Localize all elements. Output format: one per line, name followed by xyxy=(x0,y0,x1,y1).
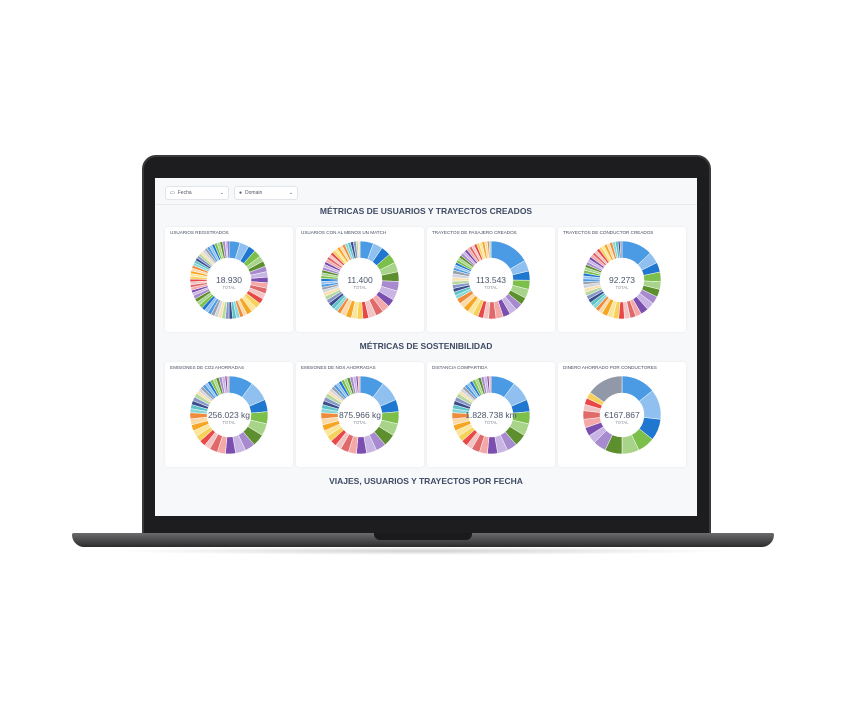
section-title-sostenibilidad: MÉTRICAS DE SOSTENIBILIDAD xyxy=(359,341,493,351)
total-label: TOTAL xyxy=(484,420,498,425)
donut-chart xyxy=(451,240,531,320)
metric-card: EMISIONES DE CO2 AHORRADAS 256.023 kg TO… xyxy=(165,362,293,467)
metric-card: DINERO AHORRADO POR CONDUCTORES €167.867… xyxy=(558,362,686,467)
card-title: DISTANCIA COMPARTIDA xyxy=(432,365,488,370)
donut-slice[interactable] xyxy=(357,240,361,259)
metric-card: USUARIOS CON AL MENOS UN MATCH 11.400 TO… xyxy=(296,227,424,332)
metric-card: EMISIONES DE NOx AHORRADAS 875.966 kg TO… xyxy=(296,362,424,467)
card-title: TRAYECTOS DE CONDUCTOR CREADOS xyxy=(563,230,654,235)
total-label: TOTAL xyxy=(222,420,236,425)
laptop-notch xyxy=(374,533,472,540)
total-label: TOTAL xyxy=(353,420,367,425)
total-value: 113.543 xyxy=(475,275,507,285)
card-title: USUARIOS CON AL MENOS UN MATCH xyxy=(301,230,387,235)
total-label: TOTAL xyxy=(615,420,629,425)
donut-chart xyxy=(320,240,400,320)
total-label: TOTAL xyxy=(353,285,367,290)
calendar-icon: ▭ xyxy=(170,190,175,196)
date-filter-label: Fecha xyxy=(177,190,192,196)
chevron-down-icon: ⌄ xyxy=(219,190,224,196)
donut-chart xyxy=(189,375,269,455)
donut-slice[interactable] xyxy=(589,375,623,403)
card-title: EMISIONES DE CO2 AHORRADAS xyxy=(170,365,245,370)
total-value: 1.828.738 km xyxy=(465,410,517,420)
laptop-base xyxy=(72,533,774,547)
card-title: USUARIOS REGISTRADOS xyxy=(170,230,229,235)
total-value: 11.400 xyxy=(347,275,373,285)
card-title: EMISIONES DE NOx AHORRADAS xyxy=(301,365,376,370)
metric-card: USUARIOS REGISTRADOS 18.930 TOTAL xyxy=(165,227,293,332)
donut-slice[interactable] xyxy=(488,240,492,259)
chevron-down-icon: ⌄ xyxy=(288,190,293,196)
total-label: TOTAL xyxy=(615,285,629,290)
total-value: €167.867 xyxy=(604,410,640,420)
filter-bar: ▭ Fecha ⌄ ● Domain ⌄ xyxy=(155,178,697,205)
laptop-shadow xyxy=(110,547,736,555)
total-label: TOTAL xyxy=(222,285,236,290)
metric-card: TRAYECTOS DE CONDUCTOR CREADOS 92.273 TO… xyxy=(558,227,686,332)
total-value: 256.023 kg xyxy=(207,410,251,420)
date-filter[interactable]: ▭ Fecha ⌄ xyxy=(165,186,229,200)
card-title: DINERO AHORRADO POR CONDUCTORES xyxy=(563,365,657,370)
domain-filter[interactable]: ● Domain ⌄ xyxy=(234,186,298,200)
donut-slice[interactable] xyxy=(619,240,623,259)
total-value: 92.273 xyxy=(609,275,635,285)
section-title-usuarios: MÉTRICAS DE USUARIOS Y TRAYECTOS CREADOS xyxy=(319,206,533,216)
donut-slice[interactable] xyxy=(226,375,230,394)
total-label: TOTAL xyxy=(484,285,498,290)
donut-chart xyxy=(451,375,531,455)
donut-chart xyxy=(320,375,400,455)
donut-slice[interactable] xyxy=(488,375,492,394)
metric-card: TRAYECTOS DE PASAJERO CREADOS 113.543 TO… xyxy=(427,227,555,332)
donut-chart xyxy=(189,240,269,320)
total-value: 875.966 kg xyxy=(338,410,382,420)
total-value: 18.930 xyxy=(216,275,242,285)
donut-chart xyxy=(582,240,662,320)
donut-slice[interactable] xyxy=(357,375,361,394)
domain-filter-label: Domain xyxy=(245,190,263,196)
dashboard-screen: ▭ Fecha ⌄ ● Domain ⌄ MÉTRICAS DE USUARIO… xyxy=(155,178,697,516)
donut-slice[interactable] xyxy=(226,240,230,259)
tag-icon: ● xyxy=(239,190,243,196)
metric-card: DISTANCIA COMPARTIDA 1.828.738 km TOTAL xyxy=(427,362,555,467)
card-title: TRAYECTOS DE PASAJERO CREADOS xyxy=(432,230,517,235)
section-title-por-fecha: VIAJES, USUARIOS Y TRAYECTOS POR FECHA xyxy=(329,476,523,486)
donut-chart xyxy=(582,375,662,455)
